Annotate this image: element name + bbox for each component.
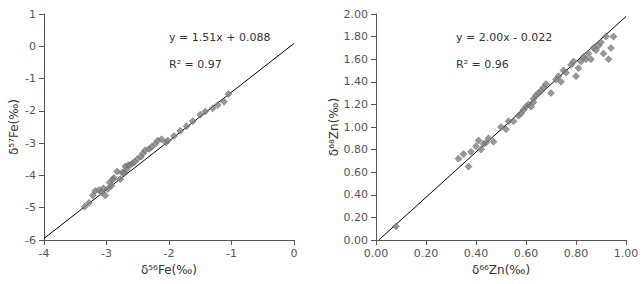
svg-text:-3: -3 — [101, 247, 112, 260]
svg-text:-1: -1 — [226, 247, 237, 260]
svg-text:1.60: 1.60 — [344, 53, 369, 66]
svg-text:R² = 0.97: R² = 0.97 — [169, 58, 222, 71]
svg-text:δ⁵⁶Fe(‰): δ⁵⁶Fe(‰) — [141, 263, 197, 277]
svg-text:-6: -6 — [25, 234, 36, 247]
svg-text:y = 2.00x - 0.022: y = 2.00x - 0.022 — [456, 31, 552, 44]
svg-text:0.00: 0.00 — [364, 247, 389, 260]
svg-text:1.00: 1.00 — [344, 121, 369, 134]
svg-text:0.40: 0.40 — [344, 188, 369, 201]
svg-text:0.60: 0.60 — [514, 247, 539, 260]
svg-text:1.20: 1.20 — [344, 98, 369, 111]
svg-text:1.40: 1.40 — [344, 75, 369, 88]
svg-text:-4: -4 — [39, 247, 50, 260]
svg-text:δ⁶⁸Zn(‰): δ⁶⁸Zn(‰) — [327, 98, 341, 156]
svg-text:1: 1 — [29, 8, 36, 21]
svg-text:0.80: 0.80 — [344, 143, 369, 156]
svg-text:-4: -4 — [25, 169, 36, 182]
svg-text:δ⁶⁶Zn(‰): δ⁶⁶Zn(‰) — [472, 263, 530, 277]
svg-text:2.00: 2.00 — [344, 8, 369, 21]
svg-text:0.00: 0.00 — [344, 234, 369, 247]
svg-text:0.80: 0.80 — [564, 247, 589, 260]
svg-text:0.40: 0.40 — [464, 247, 489, 260]
svg-text:-5: -5 — [25, 201, 36, 214]
svg-text:0: 0 — [291, 247, 298, 260]
svg-text:0.20: 0.20 — [414, 247, 439, 260]
svg-text:1.80: 1.80 — [344, 30, 369, 43]
svg-text:1.00: 1.00 — [614, 247, 639, 260]
svg-text:-2: -2 — [25, 104, 36, 117]
svg-text:R² = 0.96: R² = 0.96 — [456, 58, 509, 71]
svg-text:-3: -3 — [25, 137, 36, 150]
svg-text:0.20: 0.20 — [344, 211, 369, 224]
svg-text:-1: -1 — [25, 72, 36, 85]
svg-text:-2: -2 — [164, 247, 175, 260]
svg-text:0.60: 0.60 — [344, 166, 369, 179]
svg-text:y = 1.51x + 0.088: y = 1.51x + 0.088 — [169, 31, 270, 44]
svg-text:δ⁵⁷Fe(‰): δ⁵⁷Fe(‰) — [7, 99, 21, 155]
svg-text:0: 0 — [29, 40, 36, 53]
